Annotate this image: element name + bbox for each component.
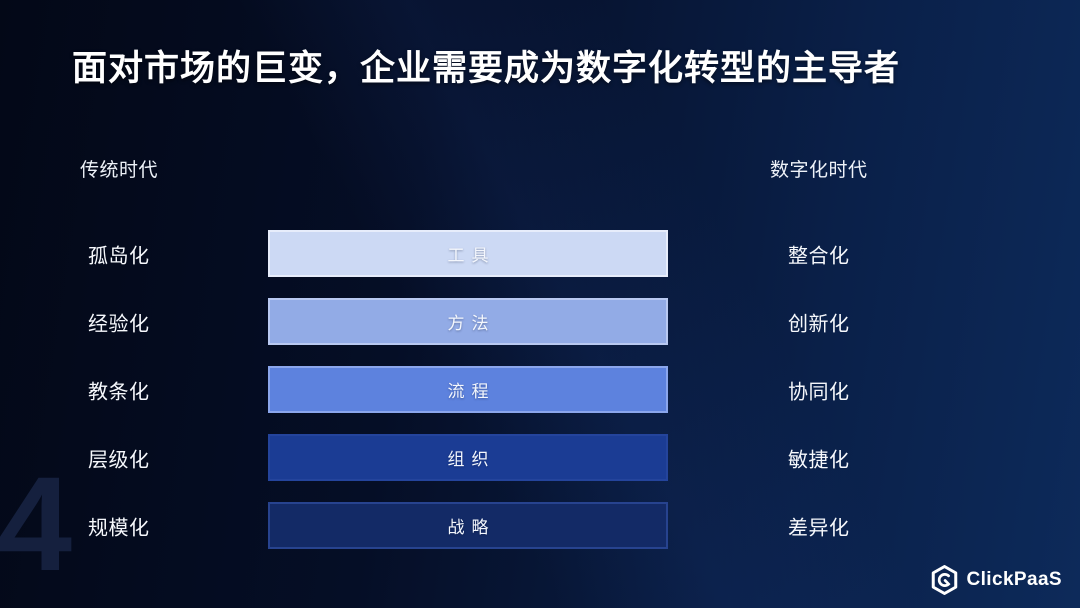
bar-label: 流程	[447, 382, 496, 402]
comparison-row: 层级化 组织 敏捷化	[0, 434, 1080, 481]
traditional-era-label: 规模化	[88, 517, 150, 539]
traditional-era-label: 经验化	[88, 313, 150, 335]
brand-logo: ClickPaaS	[931, 565, 1063, 595]
traditional-era-label: 层级化	[88, 449, 150, 471]
comparison-row: 规模化 战略 差异化	[0, 502, 1080, 549]
transformation-bar-organization: 组织	[268, 434, 668, 481]
digital-era-label: 敏捷化	[788, 449, 850, 471]
digital-era-label: 差异化	[788, 517, 850, 539]
column-header-traditional: 传统时代	[80, 160, 159, 181]
bar-label: 战略	[447, 518, 496, 538]
page-title: 面对市场的巨变，企业需要成为数字化转型的主导者	[72, 49, 901, 88]
digital-era-label: 创新化	[788, 313, 850, 335]
comparison-row: 经验化 方法 创新化	[0, 298, 1080, 345]
brand-name: ClickPaaS	[966, 569, 1062, 590]
traditional-era-label: 教条化	[88, 381, 150, 403]
transformation-bar-tools: 工具	[268, 230, 668, 277]
transformation-bar-method: 方法	[268, 298, 668, 345]
bar-label: 组织	[447, 450, 496, 470]
digital-era-label: 协同化	[788, 381, 850, 403]
comparison-rows: 孤岛化 工具 整合化 经验化 方法 创新化 教条化 流程 协同化 层级化 组织	[0, 230, 1080, 570]
column-header-digital: 数字化时代	[770, 160, 868, 181]
comparison-row: 孤岛化 工具 整合化	[0, 230, 1080, 277]
bar-label: 方法	[447, 314, 496, 334]
transformation-bar-strategy: 战略	[268, 502, 668, 549]
clickpaas-hexagon-icon	[931, 565, 958, 595]
transformation-bar-process: 流程	[268, 366, 668, 413]
page-number-watermark: 04	[0, 450, 72, 599]
comparison-row: 教条化 流程 协同化	[0, 366, 1080, 413]
bar-label: 工具	[447, 246, 496, 266]
digital-era-label: 整合化	[788, 245, 850, 267]
traditional-era-label: 孤岛化	[88, 245, 150, 267]
